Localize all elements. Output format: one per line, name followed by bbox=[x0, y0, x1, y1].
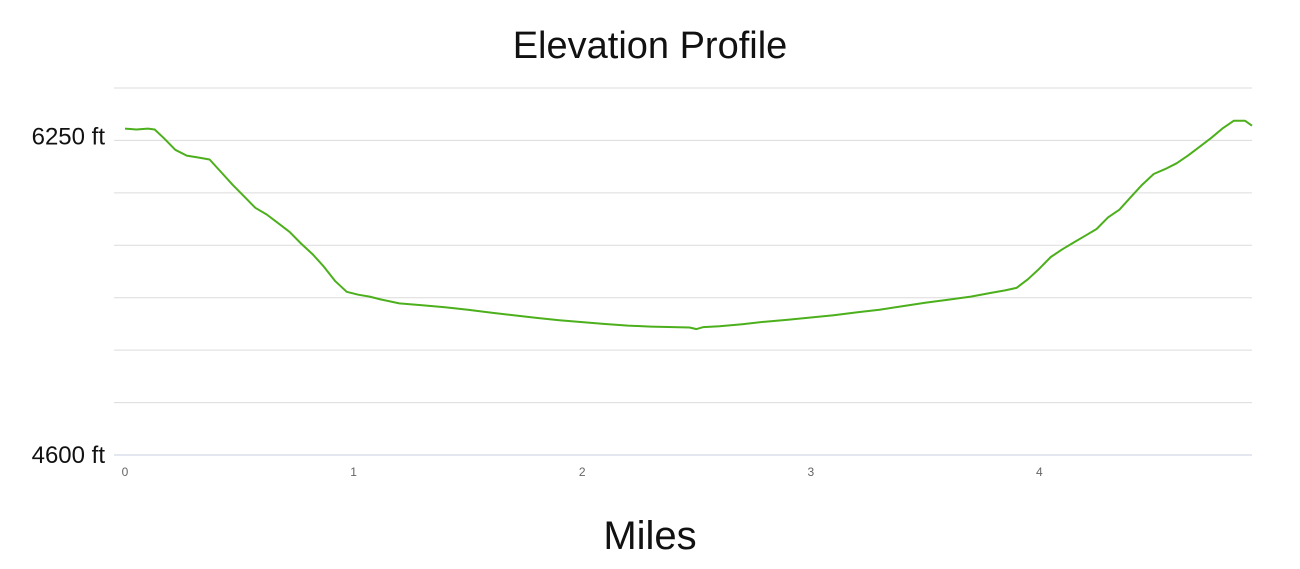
x-tick-label: 3 bbox=[807, 465, 814, 479]
x-tick-labels: 0 1 2 3 4 bbox=[122, 465, 1043, 479]
x-axis-label: Miles bbox=[603, 514, 697, 558]
grid-lines bbox=[114, 87, 1252, 404]
y-tick-label: 6250 ft bbox=[32, 123, 106, 150]
x-tick-label: 2 bbox=[579, 465, 586, 479]
y-tick-labels: 4600 ft 6250 ft bbox=[32, 123, 106, 469]
x-tick-label: 1 bbox=[350, 465, 357, 479]
series-layer bbox=[124, 119, 1253, 331]
y-tick-label: 4600 ft bbox=[32, 442, 106, 469]
chart-title: Elevation Profile bbox=[512, 25, 788, 67]
x-tick-label: 4 bbox=[1036, 465, 1043, 479]
x-tick-label: 0 bbox=[122, 465, 129, 479]
elevation-line bbox=[124, 119, 1253, 331]
